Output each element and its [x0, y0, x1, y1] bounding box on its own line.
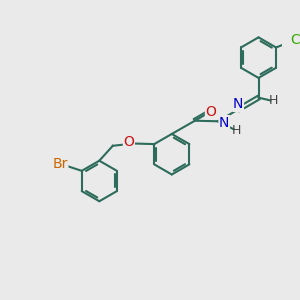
Text: O: O	[206, 105, 216, 119]
Text: O: O	[123, 135, 134, 149]
Text: Br: Br	[52, 158, 68, 171]
Text: N: N	[233, 98, 243, 111]
Text: Cl: Cl	[290, 33, 300, 47]
Text: N: N	[219, 116, 230, 130]
Text: H: H	[269, 94, 278, 107]
Text: H: H	[232, 124, 242, 137]
